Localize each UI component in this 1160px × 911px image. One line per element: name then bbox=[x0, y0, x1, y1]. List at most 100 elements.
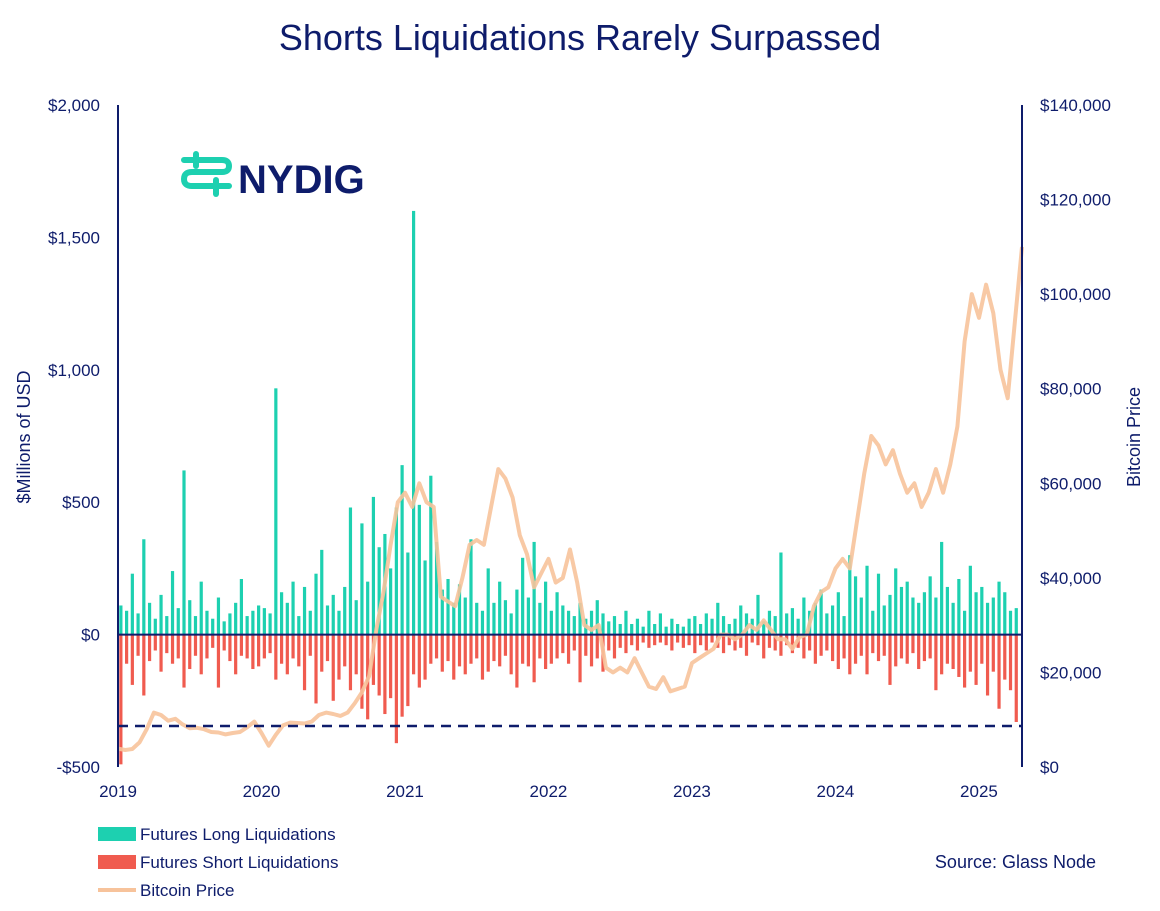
short-liquidation-bar bbox=[538, 634, 542, 659]
long-liquidation-bar bbox=[274, 388, 278, 635]
short-liquidation-bar bbox=[653, 634, 657, 646]
short-liquidation-bar bbox=[205, 634, 209, 659]
long-liquidation-bar bbox=[216, 597, 221, 635]
long-liquidation-bar bbox=[888, 594, 892, 635]
long-liquidation-bar bbox=[239, 578, 244, 635]
short-liquidation-bar bbox=[779, 634, 783, 656]
short-liquidation-bar bbox=[980, 634, 984, 664]
long-liquidation-bar bbox=[469, 539, 473, 635]
short-liquidation-bar bbox=[331, 634, 335, 701]
long-liquidation-bar bbox=[521, 557, 525, 635]
short-liquidation-bar bbox=[136, 634, 140, 656]
long-liquidation-bar bbox=[963, 610, 967, 635]
long-liquidation-bar bbox=[773, 616, 777, 635]
long-liquidation-bar bbox=[302, 586, 307, 635]
short-liquidation-bar bbox=[216, 634, 221, 688]
short-liquidation-bar bbox=[268, 634, 272, 654]
long-liquidation-bar bbox=[538, 602, 542, 635]
long-liquidation-bar bbox=[452, 602, 456, 635]
long-liquidation-bar bbox=[193, 616, 198, 635]
short-liquidation-bar bbox=[572, 634, 576, 651]
short-liquidation-bar bbox=[813, 634, 817, 664]
long-liquidation-bar bbox=[968, 565, 972, 635]
long-liquidation-bar bbox=[119, 605, 123, 635]
long-liquidation-bar bbox=[945, 586, 949, 635]
short-liquidation-bar bbox=[945, 634, 949, 664]
long-liquidation-bar bbox=[790, 608, 795, 635]
chart-title: Shorts Liquidations Rarely Surpassed bbox=[279, 17, 881, 58]
short-liquidation-bar bbox=[521, 634, 525, 664]
short-liquidation-bar bbox=[320, 634, 324, 672]
long-liquidation-bar bbox=[331, 594, 335, 635]
short-liquidation-bar bbox=[119, 634, 123, 765]
long-liquidation-bar bbox=[848, 555, 852, 635]
short-liquidation-bar bbox=[991, 634, 995, 672]
short-liquidation-bar bbox=[584, 634, 588, 656]
y2-tick-label: $140,000 bbox=[1040, 96, 1111, 115]
long-liquidation-bar bbox=[905, 581, 909, 635]
bitcoin-price-layer bbox=[117, 246, 1024, 752]
long-liquidation-bar bbox=[653, 624, 657, 635]
short-liquidation-bar bbox=[888, 634, 892, 685]
short-liquidation-bar bbox=[1003, 634, 1007, 680]
long-liquidation-bar bbox=[492, 602, 496, 635]
short-liquidation-bar bbox=[417, 634, 421, 688]
y-axis-title: $Millions of USD bbox=[14, 370, 34, 503]
long-liquidation-bar bbox=[549, 610, 553, 635]
long-liquidation-bar bbox=[389, 568, 393, 635]
long-liquidation-bar bbox=[767, 610, 772, 635]
short-liquidation-bar bbox=[670, 634, 674, 651]
short-liquidation-bar bbox=[882, 634, 886, 656]
short-liquidation-bar bbox=[848, 634, 852, 675]
legend-swatch-short bbox=[98, 855, 136, 869]
long-liquidation-bar bbox=[957, 578, 961, 635]
long-liquidation-bar bbox=[515, 589, 519, 635]
long-liquidation-bar bbox=[566, 610, 571, 635]
y2-tick-label: $40,000 bbox=[1040, 569, 1101, 588]
long-liquidation-bar bbox=[337, 610, 341, 635]
long-liquidation-bar bbox=[199, 581, 203, 635]
short-liquidation-bar bbox=[985, 634, 990, 696]
x-tick-label: 2021 bbox=[386, 782, 424, 801]
long-liquidation-bar bbox=[354, 600, 358, 635]
long-liquidation-bar bbox=[871, 610, 875, 635]
short-liquidation-bar bbox=[279, 634, 284, 664]
long-liquidation-bar bbox=[257, 605, 261, 635]
long-liquidation-bar bbox=[664, 626, 668, 635]
short-liquidation-bar bbox=[308, 634, 312, 656]
long-liquidation-bar bbox=[658, 613, 662, 635]
long-liquidation-bar bbox=[997, 581, 1001, 635]
long-liquidation-bar bbox=[744, 613, 749, 635]
short-liquidation-bar bbox=[394, 634, 398, 744]
short-liquidation-bar bbox=[664, 634, 668, 646]
short-liquidation-bar bbox=[917, 634, 921, 670]
short-liquidation-bar bbox=[825, 634, 829, 651]
long-liquidation-bar bbox=[411, 210, 416, 635]
short-liquidation-bar bbox=[853, 634, 858, 664]
short-liquidation-bar bbox=[147, 634, 152, 662]
long-liquidation-bar bbox=[980, 586, 984, 635]
short-liquidation-bar bbox=[549, 634, 553, 664]
long-liquidation-bar bbox=[882, 605, 886, 635]
short-liquidation-bar bbox=[957, 634, 961, 677]
short-liquidation-bar bbox=[165, 634, 169, 654]
long-liquidation-bar bbox=[842, 616, 846, 635]
long-liquidation-bar bbox=[360, 523, 364, 635]
short-liquidation-bar bbox=[142, 634, 146, 696]
long-liquidation-bar bbox=[853, 576, 858, 635]
short-liquidation-bar bbox=[463, 634, 467, 675]
long-liquidation-bar bbox=[940, 541, 944, 635]
short-liquidation-bar bbox=[257, 634, 261, 667]
long-liquidation-bar bbox=[894, 568, 898, 635]
short-liquidation-bar bbox=[589, 634, 594, 667]
short-liquidation-bar bbox=[871, 634, 875, 654]
short-liquidation-bar bbox=[170, 634, 175, 664]
short-liquidation-bar bbox=[974, 634, 978, 685]
short-liquidation-bar bbox=[859, 634, 863, 656]
x-tick-label: 2023 bbox=[673, 782, 711, 801]
bitcoin-price-line bbox=[117, 246, 1024, 752]
short-liquidation-bar bbox=[934, 634, 938, 691]
long-liquidation-bar bbox=[320, 549, 324, 635]
short-liquidation-bar bbox=[262, 634, 266, 659]
long-liquidation-bar bbox=[802, 597, 806, 635]
